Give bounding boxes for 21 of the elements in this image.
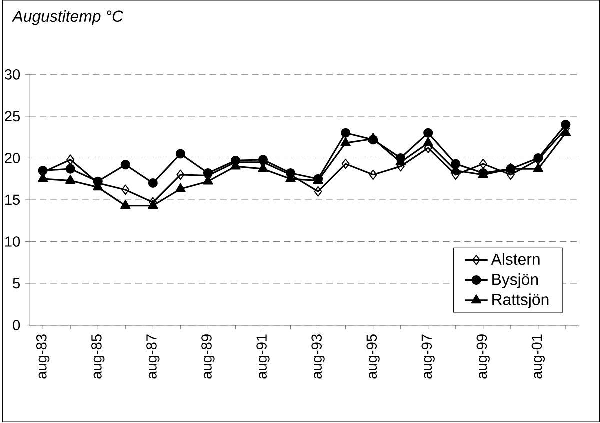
- x-tick-label: aug-91: [256, 334, 270, 380]
- y-tick-label: 5: [13, 278, 20, 289]
- x-tick-label: aug-87: [146, 334, 160, 380]
- legend-label: Rattsjön: [492, 294, 549, 309]
- x-tick-label: aug-85: [92, 334, 105, 380]
- chart-title: Augustitemp °C: [12, 10, 124, 26]
- y-tick-label: 20: [5, 153, 20, 164]
- y-tick-label: 15: [6, 195, 20, 206]
- legend-label: Bysjön: [492, 274, 538, 289]
- y-tick-label: 0: [13, 320, 20, 331]
- x-tick-label: aug-89: [202, 334, 215, 380]
- x-tick-label: aug-97: [422, 334, 435, 380]
- x-tick-label: aug-95: [366, 334, 380, 380]
- x-tick-label: aug-93: [312, 334, 325, 380]
- y-tick-label: 25: [5, 112, 20, 122]
- x-tick-label: aug-83: [36, 334, 50, 380]
- y-tick-label: 30: [4, 70, 20, 80]
- x-tick-label: aug-99: [476, 334, 490, 380]
- x-tick-label: aug-01: [532, 334, 546, 380]
- legend-label: Alstern: [491, 254, 540, 266]
- y-tick-label: 10: [6, 236, 20, 248]
